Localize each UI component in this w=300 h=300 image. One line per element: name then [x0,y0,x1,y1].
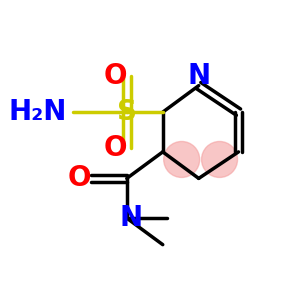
Text: O: O [104,134,127,162]
Text: O: O [104,62,127,90]
Text: N: N [119,204,142,232]
Ellipse shape [164,142,200,177]
Text: S: S [117,98,137,126]
Text: O: O [68,164,91,192]
Text: H₂N: H₂N [9,98,67,126]
Ellipse shape [202,142,238,177]
Text: N: N [187,62,210,90]
